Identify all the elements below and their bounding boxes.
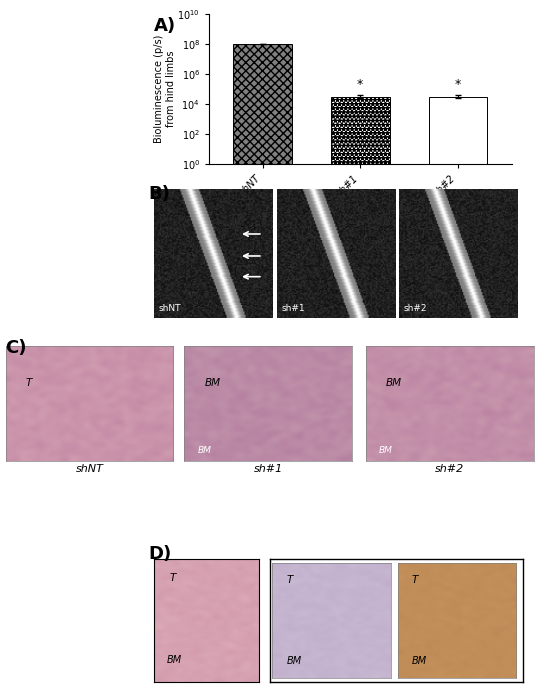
Text: shNT: shNT <box>159 304 182 313</box>
Bar <box>428 96 487 699</box>
Bar <box>233 44 292 699</box>
Text: shNT: shNT <box>75 464 103 474</box>
Text: BM: BM <box>167 655 182 665</box>
Text: *: * <box>455 78 461 91</box>
Text: D): D) <box>148 545 172 563</box>
Text: *: * <box>357 78 364 91</box>
Bar <box>331 96 389 699</box>
Text: sh#1: sh#1 <box>254 464 283 474</box>
Text: sh#1: sh#1 <box>282 304 305 313</box>
Text: T: T <box>412 575 418 586</box>
Text: T: T <box>169 573 176 583</box>
Text: BM: BM <box>386 378 402 389</box>
Text: sh#2: sh#2 <box>404 304 427 313</box>
Y-axis label: Bioluminescence (p/s)
from hind limbs: Bioluminescence (p/s) from hind limbs <box>154 35 176 143</box>
Text: BM: BM <box>412 656 427 666</box>
Text: T: T <box>26 378 32 389</box>
Text: sh#2: sh#2 <box>435 464 464 474</box>
Text: BM: BM <box>287 656 301 666</box>
Text: T: T <box>287 575 293 586</box>
Text: BM: BM <box>205 378 221 389</box>
Text: BM: BM <box>197 446 212 455</box>
Text: B): B) <box>148 185 170 203</box>
Text: A): A) <box>154 17 176 36</box>
Text: C): C) <box>6 339 27 357</box>
Text: BM: BM <box>379 446 393 455</box>
